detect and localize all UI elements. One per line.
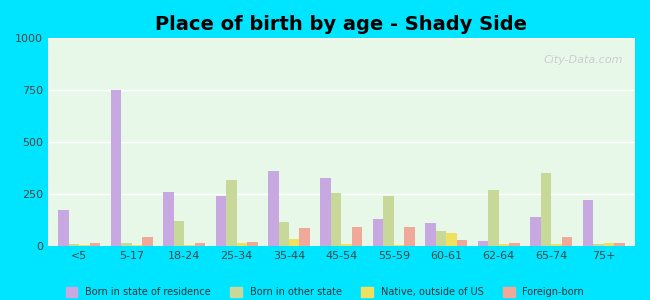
- Bar: [69, 244, 79, 246]
- Bar: [300, 229, 310, 246]
- Bar: [278, 222, 289, 246]
- Title: Place of birth by age - Shady Side: Place of birth by age - Shady Side: [155, 15, 527, 34]
- Bar: [58, 210, 69, 246]
- Bar: [341, 244, 352, 246]
- Bar: [530, 217, 541, 246]
- Bar: [237, 243, 247, 246]
- Bar: [499, 244, 509, 246]
- Bar: [90, 243, 100, 246]
- Bar: [478, 241, 488, 246]
- Bar: [457, 240, 467, 246]
- Bar: [216, 196, 226, 246]
- Bar: [604, 243, 614, 246]
- Bar: [331, 193, 341, 246]
- Bar: [268, 171, 278, 246]
- Bar: [122, 243, 132, 246]
- Bar: [289, 239, 300, 246]
- Bar: [184, 245, 194, 246]
- Legend: Born in state of residence, Born in other state, Native, outside of US, Foreign-: Born in state of residence, Born in othe…: [62, 283, 588, 300]
- Bar: [132, 245, 142, 246]
- Bar: [509, 243, 519, 246]
- Bar: [384, 196, 394, 246]
- Bar: [436, 231, 447, 246]
- Bar: [541, 173, 551, 246]
- Bar: [163, 192, 174, 246]
- Bar: [320, 178, 331, 246]
- Bar: [352, 227, 363, 246]
- Bar: [174, 221, 184, 246]
- Bar: [614, 243, 625, 246]
- Bar: [111, 90, 122, 246]
- Bar: [226, 180, 237, 246]
- Bar: [247, 242, 257, 246]
- Bar: [194, 243, 205, 246]
- Bar: [79, 245, 90, 246]
- Bar: [425, 223, 436, 246]
- Bar: [582, 200, 593, 246]
- Bar: [562, 237, 572, 246]
- Bar: [142, 237, 153, 246]
- Bar: [404, 227, 415, 246]
- Bar: [593, 244, 604, 246]
- Bar: [394, 245, 404, 246]
- Text: City-Data.com: City-Data.com: [544, 55, 623, 65]
- Bar: [447, 232, 457, 246]
- Bar: [488, 190, 499, 246]
- Bar: [551, 244, 562, 246]
- Bar: [373, 219, 384, 246]
